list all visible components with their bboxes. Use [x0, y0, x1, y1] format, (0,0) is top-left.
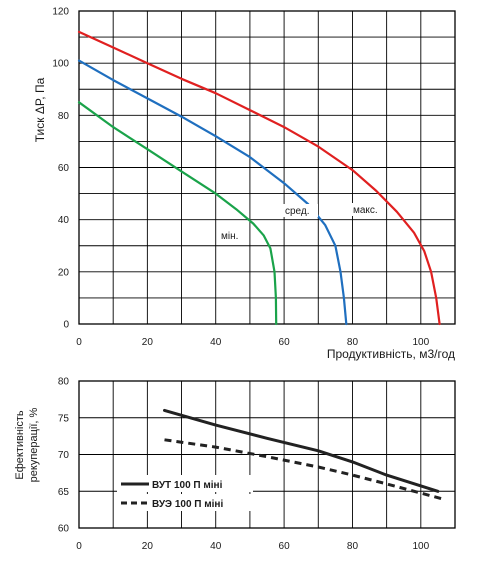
- y-tick-label: 40: [58, 215, 70, 226]
- x-tick-label: 60: [279, 337, 291, 348]
- y-tick-label: 75: [58, 413, 70, 424]
- x-axis-label: Продуктивність, м3/год: [327, 347, 455, 361]
- x-tick-label: 40: [210, 337, 222, 348]
- series-line-0: [79, 102, 276, 324]
- y-tick-label: 20: [58, 267, 70, 278]
- series-line-2: [79, 32, 440, 324]
- y-tick-label: 120: [52, 7, 69, 18]
- y-tick-label: 80: [58, 377, 70, 388]
- x-tick-label: 40: [210, 541, 222, 552]
- x-tick-label: 100: [412, 541, 429, 552]
- y-tick-label: 60: [58, 524, 70, 535]
- y-tick-label: 80: [58, 111, 70, 122]
- x-tick-label: 0: [76, 337, 82, 348]
- legend-label: ВУЭ 100 П міні: [152, 499, 223, 510]
- y-tick-label: 60: [58, 163, 70, 174]
- curve-label: сред.: [285, 206, 310, 217]
- legend-label: ВУТ 100 П міні: [152, 480, 223, 491]
- curve-label: макс.: [353, 205, 378, 216]
- y-tick-label: 70: [58, 450, 70, 461]
- y-tick-label: 100: [52, 59, 69, 70]
- y-axis-label: Тиск ΔP, Па: [33, 77, 47, 142]
- x-tick-label: 20: [142, 541, 154, 552]
- x-tick-label: 20: [142, 337, 154, 348]
- y-tick-label: 65: [58, 487, 70, 498]
- y-tick-label: 0: [63, 320, 69, 331]
- curve-label: мін.: [221, 231, 238, 242]
- x-tick-label: 0: [76, 541, 82, 552]
- x-tick-label: 80: [347, 541, 359, 552]
- x-tick-label: 60: [279, 541, 291, 552]
